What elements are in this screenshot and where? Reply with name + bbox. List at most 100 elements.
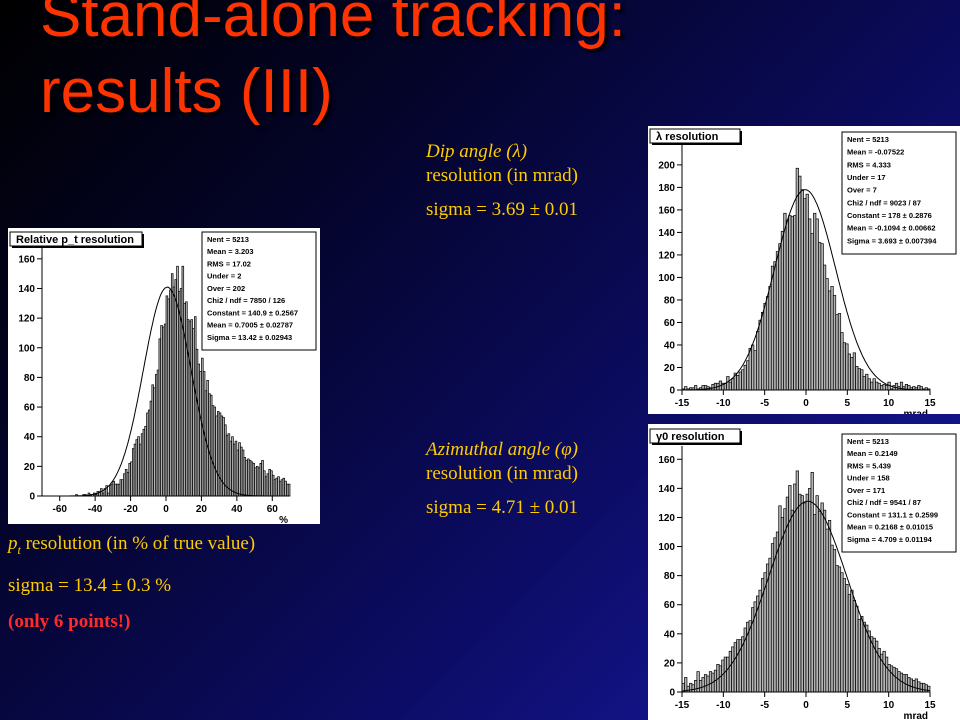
histogram-bin [815, 495, 819, 693]
pt-symbol: p [8, 533, 18, 554]
y-tick-label: 160 [658, 205, 675, 216]
histogram-bin [699, 680, 703, 693]
stats-line: RMS = 4.333 [847, 160, 891, 169]
histogram-bin [790, 216, 794, 391]
histogram-bin [870, 381, 874, 391]
gaussian-fit-curve [681, 500, 931, 692]
x-tick-label: -60 [52, 504, 67, 515]
x-tick-label: -10 [716, 398, 731, 409]
histogram-bin [805, 493, 809, 693]
histogram-bin [287, 483, 291, 497]
histogram-bin [733, 642, 737, 693]
x-tick-label: 60 [267, 504, 279, 515]
histogram-bin [897, 671, 901, 693]
azimuthal-angle-caption: Azimuthal angle (φ) resolution (in mrad)… [426, 438, 578, 520]
histogram-bin [820, 243, 824, 391]
histogram-bin [889, 665, 894, 693]
x-tick-label: 40 [231, 504, 243, 515]
stats-line: Over = 202 [207, 284, 245, 293]
y-tick-label: 100 [658, 542, 675, 553]
azimuthal-angle-histogram: -15 -10 -5 0 5 10 15 mrad 0 20 40 60 80 100 120 140 160 γ… [648, 424, 960, 720]
dip-angle-sigma: sigma = 3.69 ± 0.01 [426, 199, 579, 220]
x-tick-label: 5 [845, 700, 851, 711]
x-tick-label: -40 [88, 504, 103, 515]
histogram-bin [708, 671, 713, 693]
histogram-bin [743, 364, 747, 391]
stats-line: Mean = 0.2149 [847, 449, 898, 458]
histogram-bin [875, 640, 879, 693]
histogram-bin [808, 218, 812, 391]
histogram-bin [830, 544, 834, 693]
histogram-bin [731, 646, 735, 693]
histogram-bin [748, 348, 752, 391]
histogram-bin [875, 381, 879, 391]
histogram-bin [860, 369, 864, 391]
histogram-bin [783, 212, 787, 391]
x-tick-label: 0 [803, 700, 809, 711]
histogram-bin [860, 616, 864, 693]
histogram-bin [689, 682, 693, 693]
histogram-bin [927, 685, 931, 693]
y-tick-label: 80 [24, 373, 36, 384]
histogram-bin [823, 264, 827, 391]
dip-angle-name: Dip angle (λ) [426, 141, 528, 162]
histogram-bin [835, 314, 839, 391]
histogram-title-box [649, 428, 741, 444]
histogram-bin [810, 233, 814, 391]
stats-line: Mean = -0.07522 [847, 148, 904, 157]
pt-subscript: t [17, 542, 21, 557]
stats-line: Chi2 / ndf = 7850 / 126 [207, 296, 285, 305]
y-tick-label: 80 [664, 571, 676, 582]
stats-box-frame [201, 231, 317, 351]
y-tick-label: 80 [664, 295, 676, 306]
histogram-bin [778, 243, 782, 391]
histogram-bin [718, 665, 723, 693]
pt-resolution-label: pt resolution (in % of true value) [8, 532, 255, 562]
histogram-bin [751, 344, 755, 391]
histogram-bin [855, 605, 859, 693]
histogram-bin [827, 520, 832, 693]
histogram-bin [837, 566, 842, 693]
stats-line: Constant = 140.9 ± 0.2567 [207, 308, 298, 317]
y-tick-label: 40 [664, 340, 676, 351]
histogram-bin [914, 678, 918, 693]
histogram-bin [768, 286, 772, 391]
histogram-bin [840, 572, 844, 693]
y-tick-label: 140 [658, 484, 675, 495]
histogram-bin [773, 261, 777, 391]
histogram-bin [788, 215, 792, 391]
histogram-bin [832, 549, 837, 693]
stats-line: Over = 7 [847, 186, 877, 195]
stats-line: Under = 17 [847, 173, 886, 182]
x-tick-label: -5 [760, 700, 769, 711]
histogram-bin [847, 594, 851, 693]
histogram-bin [867, 378, 871, 391]
x-tick-label: 0 [803, 398, 809, 409]
histogram-bin [726, 656, 730, 693]
histogram-bin [793, 483, 797, 693]
stats-line: Constant = 178 ± 0.2876 [847, 211, 932, 220]
histogram-bin [761, 311, 765, 391]
histogram-bin [872, 378, 876, 391]
stats-line: Mean = -0.1094 ± 0.00662 [847, 224, 936, 233]
y-tick-label: 140 [18, 284, 35, 295]
x-tick-label: 5 [845, 398, 851, 409]
histogram-bin [909, 678, 913, 693]
pt-caption: pt resolution (in % of true value) sigma… [8, 532, 255, 634]
histogram-bin [738, 371, 742, 391]
y-tick-label: 140 [658, 228, 675, 239]
azimuthal-angle-name: Azimuthal angle (φ) [426, 439, 578, 460]
y-tick-label: 120 [658, 250, 675, 261]
stats-line: Mean = 0.2168 ± 0.01015 [847, 523, 933, 532]
histogram-bin [882, 384, 886, 391]
histogram-bin [825, 528, 829, 693]
histogram-bin [825, 278, 829, 391]
dip-angle-caption: Dip angle (λ) resolution (in mrad) sigma… [426, 140, 578, 222]
histogram-bin [852, 352, 856, 391]
pt-sigma: sigma = 13.4 ± 0.3 % [8, 574, 172, 596]
pt-resolution-histogram: -60 -40 -20 0 20 40 60% 0 20 40 60 80 100 120 140 160 Re… [8, 228, 320, 524]
histogram-bin [850, 357, 854, 391]
